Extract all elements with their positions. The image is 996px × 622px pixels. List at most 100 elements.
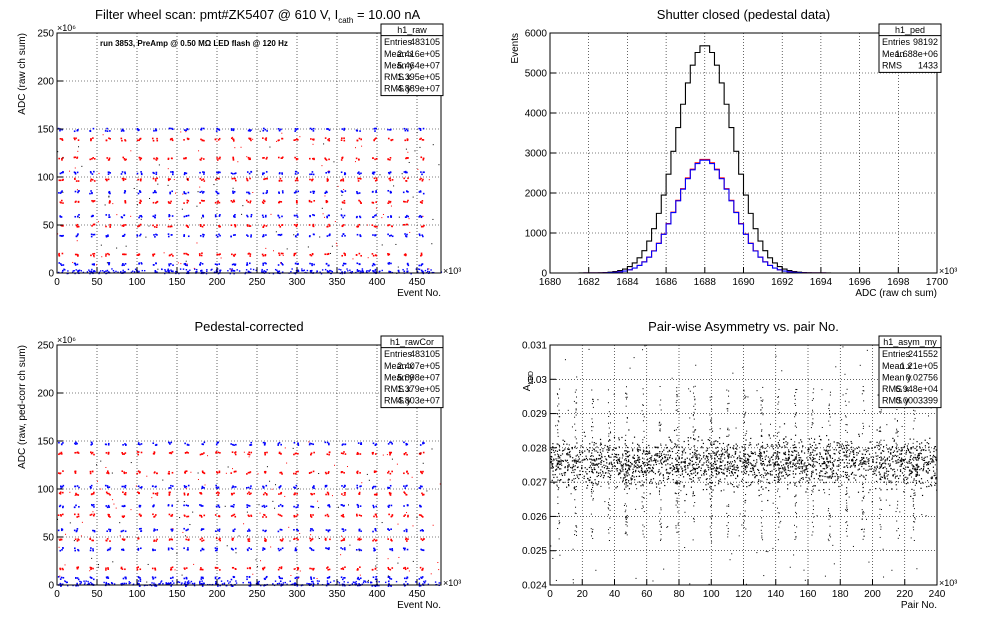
data-point [232,140,235,142]
data-point [909,459,912,461]
data-point [234,253,237,256]
data-point [61,528,64,531]
data-point [750,470,753,473]
data-point [262,516,264,518]
data-point [889,465,891,467]
data-point [90,452,93,455]
data-point [408,570,410,572]
data-point [630,465,632,467]
y-tick-label: 200 [37,77,54,88]
data-point [391,567,394,569]
data-point [276,271,279,273]
data-point [333,161,335,163]
data-point [281,547,284,550]
data-point [419,127,422,130]
data-point [375,157,378,160]
data-point [165,582,167,584]
data-point [170,567,172,569]
data-point [777,447,779,449]
data-point [403,583,405,585]
data-point [915,474,917,476]
data-point [59,452,61,455]
data-point [809,454,811,456]
data-point [153,216,156,218]
axis-ticks: 1680 1682 1684 1686 1688 1690 1692 1694 1696 1698… [525,29,949,289]
data-point [373,225,376,228]
data-point [301,269,303,272]
data-point [422,451,425,454]
data-point [723,469,725,471]
data-point [746,462,748,464]
data-point [856,447,858,450]
data-point [829,456,831,458]
data-point [272,583,274,585]
data-point [293,453,295,456]
data-point [263,444,266,446]
data-point [60,576,63,579]
data-point [167,582,170,584]
data-point [658,455,660,457]
data-point [89,470,92,473]
data-point [201,485,204,488]
data-point [371,585,374,587]
data-point [373,548,376,550]
data-point [744,466,747,468]
data-point [153,451,156,453]
data-point [749,484,752,486]
data-point [907,482,909,484]
data-point [324,484,327,487]
data-point [787,442,789,444]
data-point [77,584,79,587]
data-point [186,271,189,273]
x-tick-label: 1680 [539,277,562,288]
data-point [280,261,282,264]
data-point [247,453,249,455]
data-point [185,269,188,271]
data-point [917,459,919,461]
data-point [206,268,208,271]
data-point [74,485,77,488]
data-point [564,466,566,468]
data-point [278,179,281,182]
data-point [734,453,736,455]
data-point [619,469,621,471]
data-point [264,537,266,540]
data-point [280,567,283,570]
data-point [404,514,406,516]
data-point [296,138,298,140]
stats-key: Entries [384,349,413,359]
data-point [767,456,770,458]
data-point [136,172,139,175]
data-point [908,474,910,476]
data-point [343,504,345,507]
data-point [199,262,202,264]
data-point [703,462,705,464]
data-point [62,178,64,181]
data-point [323,143,325,145]
data-point [344,492,346,494]
data-point [880,476,882,478]
data-point [661,451,664,453]
data-point [89,566,92,569]
data-point [123,233,126,236]
data-point [769,473,771,475]
data-point [650,478,652,481]
data-point [736,467,739,469]
data-point [326,580,329,582]
data-point [862,463,864,465]
data-point [96,480,98,482]
data-point [248,128,251,131]
data-point [664,456,667,459]
data-point [359,472,361,474]
data-point [155,233,157,236]
data-point [359,130,361,132]
data-point [181,574,183,576]
data-point [623,477,625,479]
data-point [371,264,374,267]
data-point [155,191,157,194]
data-point [418,582,421,584]
data-point [361,482,363,484]
data-point [185,529,188,532]
data-point [167,201,170,203]
